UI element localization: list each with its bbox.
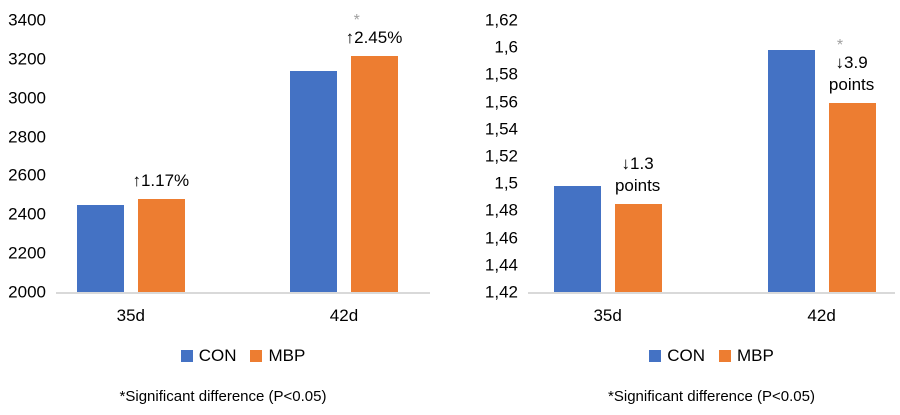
x-axis: 35d 42d [56,306,430,330]
x-tick-label-35d: 35d [116,306,145,325]
x-tick-label-35d: 35d [593,306,622,325]
legend-label: CON [667,346,705,365]
legend-label: MBP [736,346,774,365]
y-tick-label: 3200 [8,49,46,69]
x-axis: 35d 42d [528,306,895,330]
x-tick-label-42d: 42d [329,306,359,325]
y-tick-label: 2400 [8,204,46,224]
bar-chart-left: 3400 3200 3000 2800 2600 2400 2200 2000 ↑1.17% *… [8,10,430,405]
bar-group-35d [76,20,185,292]
legend-item-mbp: MBP [250,346,305,366]
significance-asterisk: * [836,36,844,54]
bar-mbp-42d [350,55,398,292]
legend-swatch-icon [180,350,193,362]
bar-con-35d [553,185,601,292]
significance-asterisk: * [353,11,360,29]
legend-swatch-icon [250,350,263,362]
legend-item-con: CON [180,346,237,366]
legend: CON MBP [528,346,895,366]
bar-mbp-35d [614,203,662,292]
y-tick-label: 2600 [8,165,46,185]
bar-group-42d [767,20,876,292]
annotation-text: ↑1.17% [132,170,190,190]
y-tick-label: 1,48 [484,200,518,220]
significance-footnote: *Significant difference (P<0.05) [119,388,327,405]
bar-group-42d [289,20,398,292]
annotation-text: ↓3.9 [835,52,868,72]
plot-area: ↓1.3 points * ↓3.9 points [528,20,895,294]
y-tick-label: 3000 [8,88,46,108]
bar-mbp-42d [828,102,876,292]
annotation-text: ↓1.3 [621,153,654,173]
y-tick-label: 1,6 [494,37,518,57]
y-tick-label: 1,56 [484,92,518,112]
legend-swatch-icon [718,350,731,362]
bar-group-35d [553,20,662,292]
y-tick-label: 2200 [8,243,46,263]
y-tick-label: 1,5 [494,173,518,193]
annotation-text: points [828,74,875,94]
annotation-35d: ↑1.17% [132,170,189,192]
bar-chart-right: 1,62 1,6 1,58 1,56 1,54 1,52 1,5 1,48 1,46 1,44 1,… [450,0,900,415]
legend: CON MBP [56,346,430,366]
annotation-42d: * ↑2.45% [345,11,403,49]
y-tick-label: 1,46 [484,228,518,248]
annotation-text: ↑2.45% [345,27,403,47]
bar-mbp-35d [137,198,185,292]
legend-label: CON [198,346,237,365]
annotation-35d: ↓1.3 points [615,153,660,197]
legend-item-con: CON [649,346,705,366]
y-tick-label: 1,58 [484,64,518,84]
y-tick-label: 2000 [8,282,46,302]
y-tick-label: 1,44 [484,255,518,275]
y-tick-label: 1,52 [484,146,518,166]
plot-area: ↑1.17% * ↑2.45% [56,12,430,294]
y-tick-label: 2800 [8,127,46,147]
legend-label: MBP [268,346,306,365]
y-tick-label: 1,62 [484,10,518,30]
legend-swatch-icon [649,350,662,362]
legend-item-mbp: MBP [718,346,774,366]
annotation-42d: * ↓3.9 points [828,36,875,96]
bar-con-35d [76,204,124,292]
annotation-text: points [614,175,661,195]
bar-con-42d [289,70,337,292]
significance-footnote: *Significant difference (P<0.05) [608,388,815,405]
y-tick-label: 3400 [8,10,46,30]
y-tick-label: 1,42 [484,282,518,302]
y-tick-label: 1,54 [484,119,518,139]
x-tick-label-42d: 42d [807,306,836,325]
bar-con-42d [767,49,815,292]
